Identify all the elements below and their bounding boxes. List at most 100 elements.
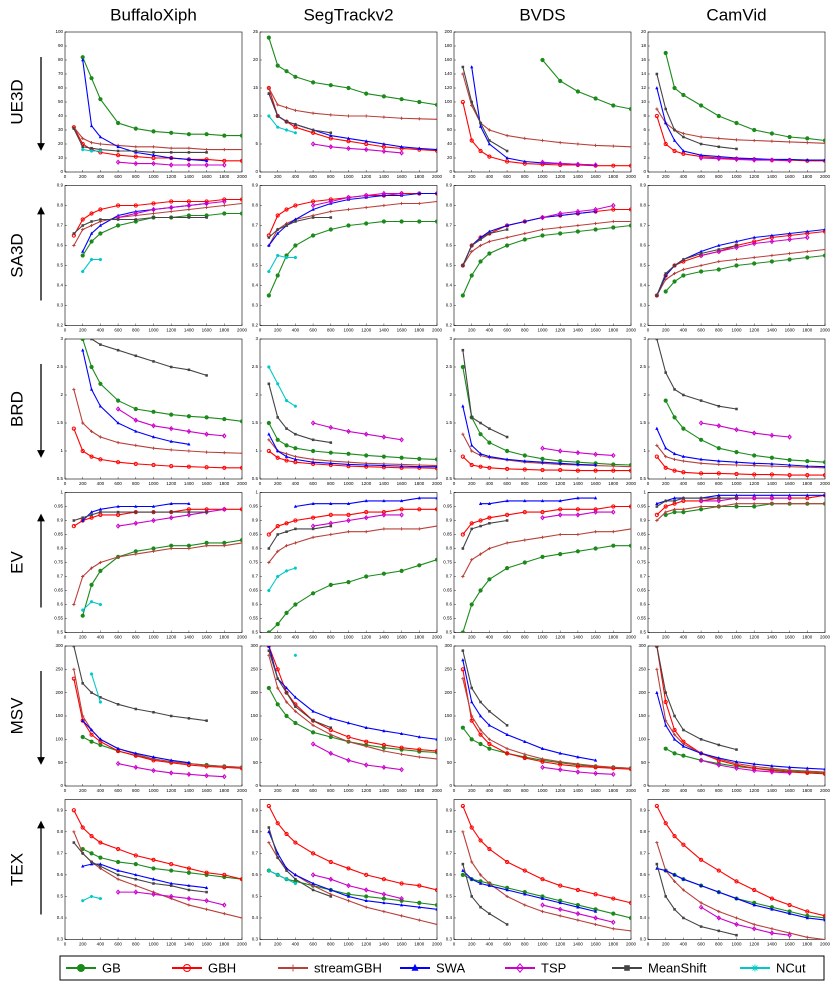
y-tick-label: 100 xyxy=(444,737,452,742)
marker xyxy=(187,368,191,372)
marker xyxy=(72,127,76,130)
marker xyxy=(276,382,280,386)
marker xyxy=(470,860,474,864)
marker xyxy=(469,718,474,723)
marker xyxy=(770,502,774,506)
marker xyxy=(698,420,704,426)
y-tick-label: 300 xyxy=(55,643,63,648)
marker xyxy=(682,393,685,397)
marker xyxy=(382,142,386,146)
marker xyxy=(285,120,288,123)
x-tick-label: 200 xyxy=(662,788,670,793)
marker xyxy=(673,908,676,911)
marker xyxy=(681,842,686,847)
marker xyxy=(222,203,226,208)
marker xyxy=(417,117,421,121)
marker xyxy=(682,496,685,500)
y-tick-label: 0.5 xyxy=(446,263,453,268)
marker xyxy=(151,517,156,524)
series-line xyxy=(268,254,296,272)
marker xyxy=(698,757,704,764)
marker xyxy=(611,202,616,209)
marker xyxy=(417,191,421,195)
marker xyxy=(461,264,465,267)
marker xyxy=(664,107,667,111)
y-tick-label: 0.4 xyxy=(446,283,453,288)
marker xyxy=(134,145,138,149)
marker xyxy=(382,749,386,753)
marker xyxy=(558,78,563,84)
series-line xyxy=(656,692,825,770)
x-tick-label: 0 xyxy=(453,942,456,947)
x-tick-label: 0 xyxy=(259,328,262,333)
marker xyxy=(81,718,85,722)
marker xyxy=(222,544,226,548)
y-tick-label: 0.5 xyxy=(446,630,453,635)
marker xyxy=(594,221,598,226)
marker xyxy=(204,415,209,420)
marker xyxy=(294,705,297,708)
marker xyxy=(98,507,102,511)
y-tick-label: 20 xyxy=(447,155,453,160)
x-tick-label: 1200 xyxy=(749,635,760,640)
marker xyxy=(523,231,527,236)
marker xyxy=(417,563,422,568)
y-tick-label: 160 xyxy=(444,57,452,62)
marker xyxy=(575,769,581,775)
marker xyxy=(699,461,703,465)
x-tick-label: 1600 xyxy=(785,635,796,640)
y-tick-label: 0.75 xyxy=(637,560,646,565)
marker xyxy=(522,509,527,515)
marker xyxy=(328,450,333,455)
x-tick-label: 400 xyxy=(486,788,494,793)
plot-frame xyxy=(64,645,243,787)
marker xyxy=(329,726,333,729)
y-tick-label: 5 xyxy=(255,141,258,146)
series-line xyxy=(312,192,402,207)
marker xyxy=(698,498,704,504)
marker xyxy=(81,714,85,718)
x-tick-label: 200 xyxy=(468,174,476,179)
x-tick-label: 1800 xyxy=(802,481,813,486)
marker xyxy=(769,131,775,136)
marker xyxy=(716,113,721,119)
x-tick-label: 600 xyxy=(114,942,122,947)
marker xyxy=(116,398,121,403)
marker xyxy=(266,803,271,809)
x-tick-label: 200 xyxy=(274,788,282,793)
marker xyxy=(310,420,316,426)
marker xyxy=(239,133,242,138)
y-tick-label: 0.9 xyxy=(640,183,647,188)
marker xyxy=(505,724,509,727)
marker xyxy=(222,197,227,202)
marker xyxy=(823,493,825,497)
marker xyxy=(98,381,103,386)
y-tick-label: 0.7 xyxy=(446,574,453,579)
x-tick-label: 800 xyxy=(715,635,723,640)
y-tick-label: 0.9 xyxy=(446,807,453,812)
marker xyxy=(734,493,739,497)
series-line xyxy=(462,210,596,266)
marker xyxy=(576,905,580,909)
y-tick-label: 0 xyxy=(60,783,63,788)
marker xyxy=(681,888,685,892)
marker xyxy=(699,269,704,274)
marker xyxy=(787,902,792,908)
marker xyxy=(611,509,616,515)
marker xyxy=(99,343,102,346)
marker xyxy=(672,509,677,515)
marker xyxy=(89,257,94,262)
y-tick-label: 2.5 xyxy=(57,364,64,369)
x-tick-label: 1200 xyxy=(361,942,372,947)
marker xyxy=(275,524,280,529)
x-tick-label: 0 xyxy=(647,942,650,947)
marker xyxy=(681,744,685,748)
x-tick-label: 2000 xyxy=(626,942,637,947)
y-tick-label: 20 xyxy=(58,141,64,146)
series-line xyxy=(268,433,437,468)
marker xyxy=(654,113,659,119)
x-tick-label: 200 xyxy=(274,942,282,947)
y-tick-label: 0.7 xyxy=(640,851,647,856)
marker xyxy=(522,453,527,458)
marker xyxy=(205,763,209,768)
